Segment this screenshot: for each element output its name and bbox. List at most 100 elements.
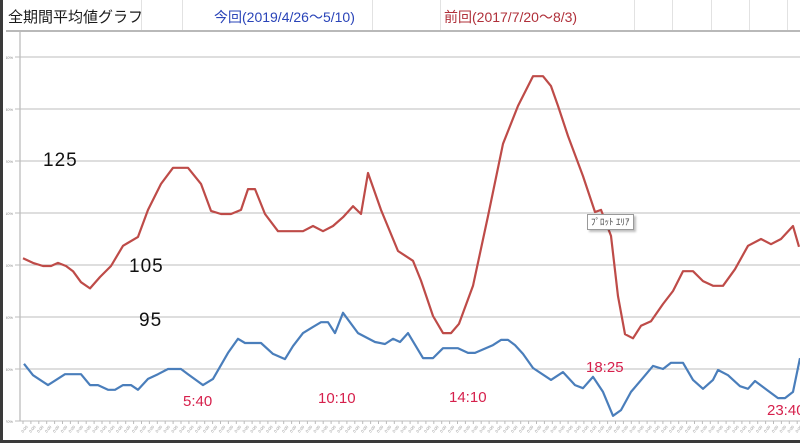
cell-divider bbox=[634, 0, 635, 30]
value-annotation: 125 bbox=[43, 150, 78, 171]
x-tick-label: 0:00 bbox=[557, 424, 566, 434]
x-tick-label: 0:00 bbox=[502, 424, 511, 434]
time-annotation: 5:40 bbox=[183, 393, 213, 410]
x-tick-label: 0:00 bbox=[763, 424, 772, 434]
time-annotation: 10:10 bbox=[318, 390, 356, 407]
x-tick-label: 0:00 bbox=[241, 424, 250, 434]
y-tick-label: 130% bbox=[6, 107, 13, 112]
x-tick-label: 0:00 bbox=[375, 424, 384, 434]
x-tick-label: 0:00 bbox=[289, 424, 298, 434]
x-tick-label: 0:00 bbox=[154, 424, 163, 434]
x-tick-label: 0:00 bbox=[707, 424, 716, 434]
legend-previous-period: 前回(2017/7/20〜8/3) bbox=[444, 9, 578, 25]
x-tick-label: 0:00 bbox=[146, 424, 155, 434]
cell-divider bbox=[440, 0, 441, 30]
x-tick-label: 0:00 bbox=[778, 424, 787, 434]
x-tick-label: 0:00 bbox=[510, 424, 519, 434]
x-tick-label: 0:00 bbox=[431, 424, 440, 434]
x-tick-label: 0:00 bbox=[36, 424, 45, 434]
x-tick-label: 0:00 bbox=[755, 424, 764, 434]
x-tick-label: 0:00 bbox=[423, 424, 432, 434]
x-tick-label: 0:00 bbox=[360, 424, 369, 434]
chart-title: 全期間平均値グラフ bbox=[8, 9, 144, 26]
x-tick-label: 0:00 bbox=[407, 424, 416, 434]
x-tick-label: 0:00 bbox=[383, 424, 392, 434]
x-tick-label: 0:00 bbox=[731, 424, 740, 434]
x-tick-label: 0:00 bbox=[660, 424, 669, 434]
x-tick-label: 0:00 bbox=[107, 424, 116, 434]
x-tick-label: 0:00 bbox=[786, 424, 795, 434]
x-tick-label: 0:00 bbox=[652, 424, 661, 434]
x-tick-label: 0:00 bbox=[281, 424, 290, 434]
x-tick-label: 0:00 bbox=[612, 424, 621, 434]
x-tick-label: 0:00 bbox=[415, 424, 424, 434]
x-tick-label: 0:00 bbox=[581, 424, 590, 434]
y-tick-label: 100% bbox=[6, 263, 13, 268]
x-tick-label: 0:00 bbox=[668, 424, 677, 434]
line-chart-svg: 70%80%90%100%110%120%130%140%0:000:000:0… bbox=[6, 32, 800, 434]
x-tick-label: 0:00 bbox=[217, 424, 226, 434]
x-tick-label: 0:00 bbox=[210, 424, 219, 434]
x-tick-label: 0:00 bbox=[486, 424, 495, 434]
x-tick-label: 0:00 bbox=[59, 424, 68, 434]
x-tick-label: 0:00 bbox=[620, 424, 629, 434]
x-tick-label: 0:00 bbox=[549, 424, 558, 434]
x-tick-label: 0:00 bbox=[684, 424, 693, 434]
x-tick-label: 0:00 bbox=[352, 424, 361, 434]
x-tick-label: 0:00 bbox=[391, 424, 400, 434]
legend-current-period: 今回(2019/4/26〜5/10) bbox=[214, 9, 355, 25]
cell-divider bbox=[787, 0, 788, 30]
y-tick-label: 140% bbox=[6, 55, 13, 60]
plot-area[interactable]: 70%80%90%100%110%120%130%140%0:000:000:0… bbox=[6, 32, 800, 440]
x-tick-label: 0:00 bbox=[399, 424, 408, 434]
cell-divider bbox=[749, 0, 750, 30]
x-tick-label: 0:00 bbox=[676, 424, 685, 434]
x-tick-label: 0:00 bbox=[336, 424, 345, 434]
x-tick-label: 0:00 bbox=[605, 424, 614, 434]
series-current-line[interactable] bbox=[23, 311, 800, 417]
x-tick-label: 0:00 bbox=[747, 424, 756, 434]
x-tick-label: 0:00 bbox=[636, 424, 645, 434]
x-tick-label: 0:00 bbox=[28, 424, 37, 434]
x-tick-label: 0:00 bbox=[320, 424, 329, 434]
y-tick-label: 120% bbox=[6, 159, 13, 164]
time-annotation: 18:25 bbox=[586, 359, 624, 376]
x-tick-label: 0:00 bbox=[715, 424, 724, 434]
x-tick-label: 0:00 bbox=[249, 424, 258, 434]
x-tick-label: 0:00 bbox=[628, 424, 637, 434]
x-tick-label: 0:00 bbox=[296, 424, 305, 434]
x-tick-label: 0:00 bbox=[115, 424, 124, 434]
x-tick-label: 0:00 bbox=[233, 424, 242, 434]
x-tick-label: 0:00 bbox=[439, 424, 448, 434]
x-tick-label: 0:00 bbox=[447, 424, 456, 434]
y-tick-label: 90% bbox=[6, 315, 13, 320]
x-tick-label: 0:00 bbox=[99, 424, 108, 434]
x-tick-label: 0:00 bbox=[462, 424, 471, 434]
x-tick-label: 0:00 bbox=[67, 424, 76, 434]
legend-header: 全期間平均値グラフ 今回(2019/4/26〜5/10) 前回(2017/7/2… bbox=[6, 0, 800, 32]
x-tick-label: 0:00 bbox=[273, 424, 282, 434]
series-previous-line[interactable] bbox=[22, 75, 800, 340]
value-annotation: 95 bbox=[139, 310, 163, 331]
x-tick-label: 0:00 bbox=[75, 424, 84, 434]
x-tick-label: 0:00 bbox=[186, 424, 195, 434]
x-tick-label: 0:00 bbox=[573, 424, 582, 434]
x-tick-label: 0:00 bbox=[478, 424, 487, 434]
x-tick-label: 0:00 bbox=[494, 424, 503, 434]
x-tick-label: 0:00 bbox=[83, 424, 92, 434]
x-tick-label: 0:00 bbox=[597, 424, 606, 434]
x-tick-label: 0:00 bbox=[52, 424, 61, 434]
cell-divider bbox=[672, 0, 673, 30]
x-tick-label: 0:00 bbox=[178, 424, 187, 434]
x-tick-label: 0:00 bbox=[541, 424, 550, 434]
cell-divider bbox=[372, 0, 373, 30]
x-tick-label: 0:00 bbox=[194, 424, 203, 434]
plot-area-tooltip: ﾌﾟﾛｯﾄ ｴﾘｱ bbox=[587, 214, 634, 230]
x-tick-label: 0:00 bbox=[344, 424, 353, 434]
x-tick-label: 0:00 bbox=[312, 424, 321, 434]
x-tick-label: 0:00 bbox=[202, 424, 211, 434]
y-tick-label: 80% bbox=[6, 367, 13, 372]
x-tick-label: 0:00 bbox=[470, 424, 479, 434]
x-tick-label: 0:00 bbox=[225, 424, 234, 434]
